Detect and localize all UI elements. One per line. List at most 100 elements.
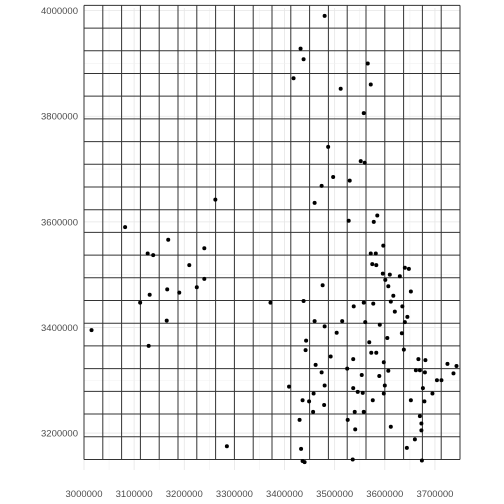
data-point [381, 360, 386, 365]
data-point [392, 309, 397, 314]
overlay-grid [83, 4, 461, 460]
data-point [147, 292, 152, 297]
data-point [377, 322, 382, 327]
y-tick-label: 4000000 [41, 6, 78, 17]
data-point [194, 285, 199, 290]
data-point [322, 13, 327, 18]
data-point [377, 374, 382, 379]
data-point [422, 399, 427, 404]
data-point [419, 428, 424, 433]
data-point [307, 399, 312, 404]
data-point [388, 424, 393, 429]
data-point [439, 378, 444, 383]
data-point [334, 330, 339, 335]
data-point [319, 183, 324, 188]
data-point [352, 409, 357, 414]
x-tick-label: 3100000 [116, 489, 153, 500]
data-point [413, 368, 418, 373]
data-point [301, 299, 306, 304]
data-point [347, 178, 352, 183]
data-point [138, 300, 143, 305]
data-point [417, 414, 422, 419]
data-point [304, 338, 309, 343]
data-point [399, 331, 404, 336]
data-point [351, 386, 356, 391]
data-point [386, 368, 391, 373]
data-point [373, 251, 378, 256]
data-point [313, 362, 318, 367]
x-tick-label: 3600000 [366, 489, 403, 500]
data-point [145, 251, 150, 256]
data-point [312, 200, 317, 205]
data-point [371, 301, 376, 306]
data-point [291, 76, 296, 81]
data-point [361, 111, 366, 116]
data-point [351, 304, 356, 309]
y-tick-label: 3200000 [41, 429, 78, 440]
data-point [338, 86, 343, 91]
data-point [302, 460, 307, 465]
data-point [369, 350, 374, 355]
data-point [423, 358, 428, 363]
data-point [202, 276, 207, 281]
data-point [360, 390, 365, 395]
data-point [303, 348, 308, 353]
data-point [397, 274, 402, 279]
data-point [362, 160, 367, 165]
data-point [224, 444, 229, 449]
data-point [365, 61, 370, 66]
data-point [374, 350, 379, 355]
data-point [451, 371, 456, 376]
data-point [408, 289, 413, 294]
data-point [123, 225, 128, 230]
data-point [402, 265, 407, 270]
y-axis-tick-labels: 3200000 3400000 3600000 3800000 4000000 [41, 6, 78, 439]
data-point [387, 272, 392, 277]
x-tick-label: 3300000 [216, 489, 253, 500]
data-point [320, 283, 325, 288]
data-point [89, 328, 94, 333]
data-point [368, 82, 373, 87]
data-point [361, 300, 366, 305]
data-point [404, 445, 409, 450]
data-point [419, 421, 424, 426]
data-point [345, 366, 350, 371]
data-point [381, 391, 386, 396]
data-point [383, 277, 388, 282]
data-point [331, 174, 336, 179]
data-point [385, 336, 390, 340]
data-point [386, 284, 391, 289]
data-point [422, 370, 427, 375]
data-point [401, 347, 406, 352]
data-point [371, 219, 376, 224]
data-point [319, 370, 324, 375]
data-point [164, 318, 169, 323]
data-point [202, 246, 207, 251]
data-point [311, 409, 316, 414]
data-point [374, 263, 379, 268]
data-point [346, 218, 351, 223]
data-point [322, 324, 327, 329]
data-point [419, 458, 424, 463]
data-point [417, 368, 422, 373]
x-tick-label: 3200000 [166, 489, 203, 500]
data-point [370, 262, 375, 267]
data-point [445, 361, 450, 366]
data-point [391, 293, 396, 298]
data-point [380, 271, 385, 276]
data-point [301, 57, 306, 62]
data-point [355, 389, 360, 394]
data-point [340, 319, 345, 324]
data-point [416, 357, 421, 362]
data-point [400, 304, 405, 309]
data-point [165, 287, 170, 292]
data-point [350, 457, 355, 462]
data-point [300, 398, 305, 403]
data-point [358, 159, 363, 164]
data-points [89, 13, 459, 465]
data-point [146, 343, 151, 348]
data-point [381, 243, 386, 248]
data-point [299, 446, 304, 451]
data-point [345, 417, 350, 422]
data-point [326, 144, 331, 149]
